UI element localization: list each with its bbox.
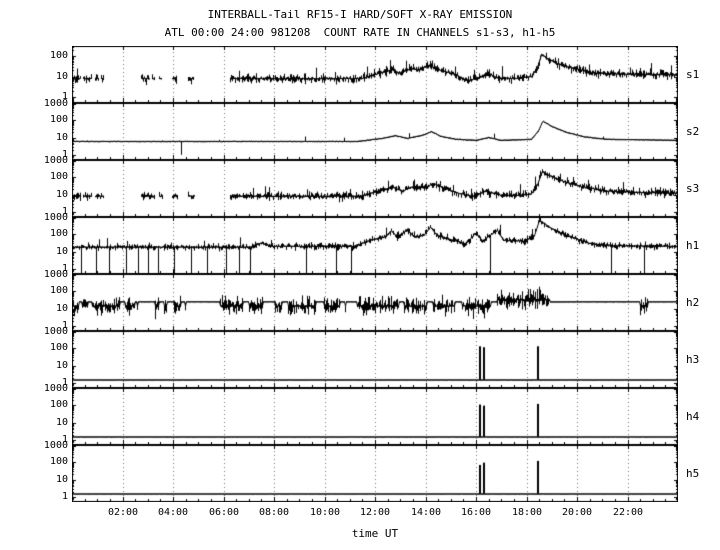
y-tick-label: 1000 — [43, 212, 68, 223]
y-tick-label: 1 — [61, 263, 68, 274]
y-tick-label: 10 — [55, 303, 68, 314]
x-tick-label: 22:00 — [612, 507, 644, 518]
panel-canvas-s3 — [72, 160, 678, 217]
y-tick-label: 100 — [49, 456, 68, 467]
y-tick-label: 100 — [49, 285, 68, 296]
y-tick-label: 10 — [55, 417, 68, 428]
y-tick-label: 100 — [49, 171, 68, 182]
panel-label-h2: h2 — [686, 296, 700, 309]
chart-subtitle: ATL 00:00 24:00 981208 COUNT RATE IN CHA… — [164, 26, 556, 39]
x-tick-label: 10:00 — [309, 507, 341, 518]
panel-label-h4: h4 — [686, 410, 700, 423]
x-tick-label: 18:00 — [511, 507, 543, 518]
y-tick-label: 100 — [49, 342, 68, 353]
panel-canvas-s1 — [72, 46, 678, 103]
x-tick-label: 14:00 — [410, 507, 442, 518]
panel-label-h3: h3 — [686, 353, 700, 366]
x-tick-label: 06:00 — [208, 507, 240, 518]
y-tick-label: 10 — [55, 189, 68, 200]
y-tick-label: 1000 — [43, 440, 68, 451]
y-tick-label: 1 — [61, 206, 68, 217]
y-tick-label: 10 — [55, 71, 68, 82]
y-tick-label: 1000 — [43, 383, 68, 394]
panel-canvas-h5 — [72, 445, 678, 502]
x-tick-label: 20:00 — [561, 507, 593, 518]
y-tick-label: 100 — [49, 228, 68, 239]
panel-label-s3: s3 — [686, 182, 700, 195]
panel-label-s1: s1 — [686, 68, 700, 81]
panel-label-h1: h1 — [686, 239, 700, 252]
y-tick-label: 1 — [61, 149, 68, 160]
y-tick-label: 10 — [55, 360, 68, 371]
y-tick-label: 1000 — [43, 155, 68, 166]
x-tick-label: 08:00 — [258, 507, 290, 518]
y-tick-label: 1000 — [43, 98, 68, 109]
x-tick-label: 02:00 — [107, 507, 139, 518]
panel-canvas-h4 — [72, 388, 678, 445]
y-tick-label: 1000 — [43, 269, 68, 280]
x-tick-label: 12:00 — [359, 507, 391, 518]
panel-label-s2: s2 — [686, 125, 700, 138]
chart-title: INTERBALL-Tail RF15-I HARD/SOFT X-RAY EM… — [207, 8, 513, 21]
x-axis-title: time UT — [351, 527, 399, 540]
y-tick-label: 10 — [55, 132, 68, 143]
y-tick-label: 100 — [49, 114, 68, 125]
panel-canvas-h2 — [72, 274, 678, 331]
y-tick-label: 10 — [55, 474, 68, 485]
y-tick-label: 100 — [49, 399, 68, 410]
y-tick-label: 1 — [61, 377, 68, 388]
x-tick-label: 16:00 — [460, 507, 492, 518]
y-tick-label: 1 — [61, 91, 68, 102]
y-tick-label: 100 — [49, 50, 68, 61]
x-tick-label: 04:00 — [157, 507, 189, 518]
y-tick-label: 1 — [61, 491, 68, 502]
panel-canvas-h1 — [72, 217, 678, 274]
y-tick-label: 1 — [61, 434, 68, 445]
panel-canvas-s2 — [72, 103, 678, 160]
y-tick-label: 10 — [55, 246, 68, 257]
panel-canvas-h3 — [72, 331, 678, 388]
y-tick-label: 1 — [61, 320, 68, 331]
panel-label-h5: h5 — [686, 467, 700, 480]
y-tick-label: 1000 — [43, 326, 68, 337]
